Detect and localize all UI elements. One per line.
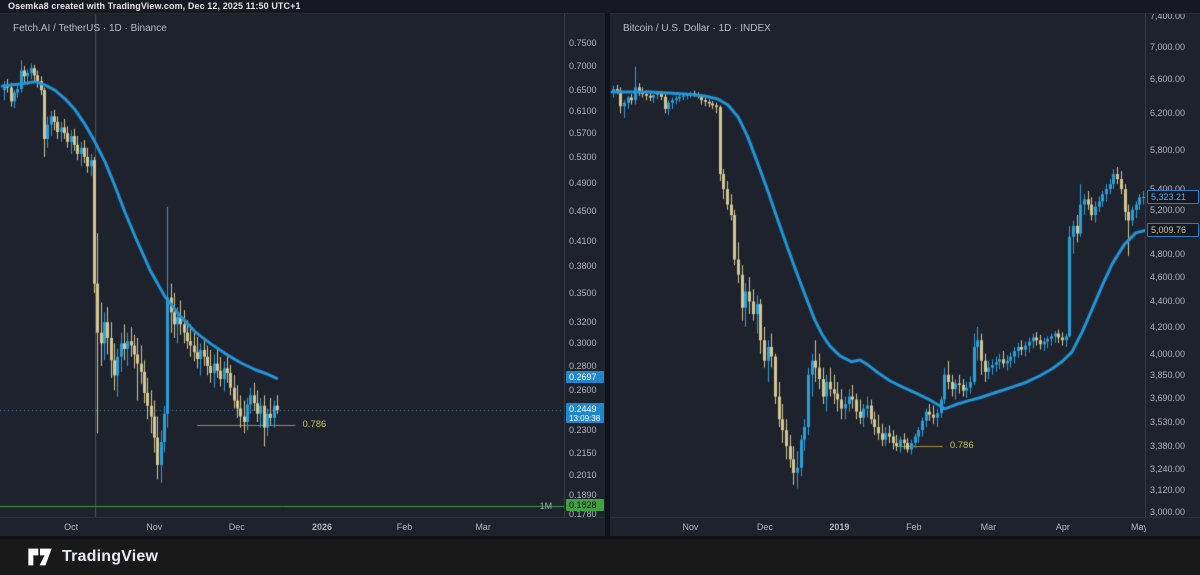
price-tick-label: 0.2010 bbox=[569, 469, 597, 480]
time-tick-label: Feb bbox=[396, 522, 413, 532]
price-tick-label: 4,800.00 bbox=[1150, 248, 1186, 259]
price-tick-label: 0.4100 bbox=[569, 236, 597, 247]
bar-countdown: 13:09:38 bbox=[569, 413, 601, 423]
footer-bar: TradingView bbox=[0, 539, 1200, 575]
time-tick-label: Feb bbox=[906, 522, 922, 532]
time-tick-label: 2019 bbox=[829, 522, 850, 532]
price-tick-label: 4,600.00 bbox=[1150, 272, 1186, 283]
chart-pane-bitcoin: Bitcoin / U.S. Dollar · 1D · INDEX 7,400… bbox=[610, 13, 1200, 536]
price-tick-label: 0.2150 bbox=[569, 447, 597, 458]
time-tick-label: Oct bbox=[64, 522, 79, 532]
price-tick-label: 0.7500 bbox=[569, 38, 597, 49]
attribution-text: Osemka8 created with TradingView.com, De… bbox=[8, 1, 301, 11]
price-badge: 0.1828 bbox=[566, 498, 604, 511]
time-tick-label: Nov bbox=[146, 522, 163, 532]
price-tick-label: 4,000.00 bbox=[1150, 348, 1186, 359]
time-tick-label: Dec bbox=[756, 522, 773, 532]
price-tick-label: 5,200.00 bbox=[1150, 204, 1186, 215]
fib-level-label: 0.786 bbox=[302, 418, 327, 430]
price-tick-label: 3,530.00 bbox=[1150, 417, 1186, 428]
time-tick-label: Nov bbox=[682, 522, 699, 532]
price-tick-label: 3,690.00 bbox=[1150, 393, 1186, 404]
price-tick-label: 4,200.00 bbox=[1150, 322, 1186, 332]
chart-pane-fetchai: Fetch.AI / TetherUS · 1D · Binance 0.750… bbox=[0, 13, 605, 536]
price-badge: 5,323.21 bbox=[1147, 189, 1199, 204]
price-tick-label: 0.3800 bbox=[569, 260, 597, 271]
one-month-level-label: 1M bbox=[539, 500, 553, 511]
time-tick-label: Apr bbox=[1055, 522, 1070, 532]
price-tick-label: 6,200.00 bbox=[1150, 108, 1186, 119]
price-tick-label: 0.1890 bbox=[569, 489, 597, 500]
price-tick-label: 0.3500 bbox=[569, 287, 597, 298]
time-tick-label: Dec bbox=[228, 522, 245, 532]
price-tick-label: 0.5300 bbox=[569, 151, 597, 162]
price-tick-label: 0.7000 bbox=[569, 60, 597, 71]
chart-title: Fetch.AI / TetherUS · 1D · Binance bbox=[13, 23, 167, 34]
price-tick-label: 0.5700 bbox=[569, 128, 597, 139]
time-tick-label: 2026 bbox=[312, 522, 333, 532]
price-tick-label: 4,400.00 bbox=[1150, 296, 1186, 307]
price-tick-label: 3,850.00 bbox=[1150, 369, 1186, 380]
price-tick-label: 3,380.00 bbox=[1150, 441, 1186, 452]
price-tick-label: 0.2800 bbox=[569, 360, 597, 371]
time-tick-row: Nov Dec 2019 Feb Mar Apr May bbox=[610, 518, 1146, 536]
price-badge: 0.2449 13:09:38 bbox=[566, 402, 604, 423]
tradingview-wordmark: TradingView bbox=[62, 548, 159, 565]
time-tick-label: Mar bbox=[980, 522, 997, 532]
price-tick-label: 5,800.00 bbox=[1150, 144, 1186, 155]
price-tick-label: 0.2300 bbox=[569, 425, 597, 436]
price-tick-label: 7,000.00 bbox=[1150, 41, 1186, 52]
price-tick-label: 7,400.00 bbox=[1150, 13, 1186, 22]
time-tick-label: May bbox=[1131, 522, 1146, 532]
price-tick-label: 3,120.00 bbox=[1150, 485, 1186, 496]
price-axis[interactable]: 7,400.00 7,000.00 6,600.00 6,200.00 5,800.00… bbox=[1145, 14, 1200, 518]
price-axis[interactable]: 0.7500 0.7000 0.6500 0.6100 0.5700 0.5300 0.49… bbox=[564, 14, 605, 520]
candlestick-plot[interactable] bbox=[0, 14, 565, 519]
price-tick-label: 0.4900 bbox=[569, 177, 597, 188]
price-tick-label: 0.2600 bbox=[569, 385, 597, 396]
price-tick-label: 6,600.00 bbox=[1150, 73, 1186, 84]
time-tick-label: Mar bbox=[475, 522, 491, 532]
time-tick-row: Oct Nov Dec 2026 Feb Mar bbox=[0, 518, 565, 536]
price-tick-label: 0.6500 bbox=[569, 85, 597, 96]
charts-row: Fetch.AI / TetherUS · 1D · Binance 0.750… bbox=[0, 13, 1200, 536]
tradingview-logo-icon bbox=[28, 548, 52, 566]
price-tick-label: 5,400.00 bbox=[1150, 184, 1185, 194]
price-tick-label: 0.3200 bbox=[569, 317, 597, 328]
time-axis[interactable]: Nov Dec 2019 Feb Mar Apr May bbox=[610, 517, 1200, 536]
price-tick-label: 0.3000 bbox=[569, 338, 597, 349]
price-tick-label: 3,000.00 bbox=[1150, 506, 1186, 517]
time-axis[interactable]: Oct Nov Dec 2026 Feb Mar bbox=[0, 517, 605, 536]
price-tick-label: 0.6100 bbox=[569, 105, 597, 116]
fib-level-label: 0.786 bbox=[949, 440, 974, 452]
price-tick-label: 0.1780 bbox=[569, 509, 597, 520]
candlestick-plot[interactable] bbox=[610, 14, 1146, 519]
price-badge: 0.2697 bbox=[566, 371, 604, 384]
price-tick-label: 3,240.00 bbox=[1150, 464, 1186, 475]
price-tick-label: 0.4500 bbox=[569, 205, 597, 216]
attribution-bar: Osemka8 created with TradingView.com, De… bbox=[0, 0, 1200, 13]
price-badge: 5,009.76 bbox=[1147, 223, 1199, 238]
chart-title: Bitcoin / U.S. Dollar · 1D · INDEX bbox=[623, 23, 771, 34]
